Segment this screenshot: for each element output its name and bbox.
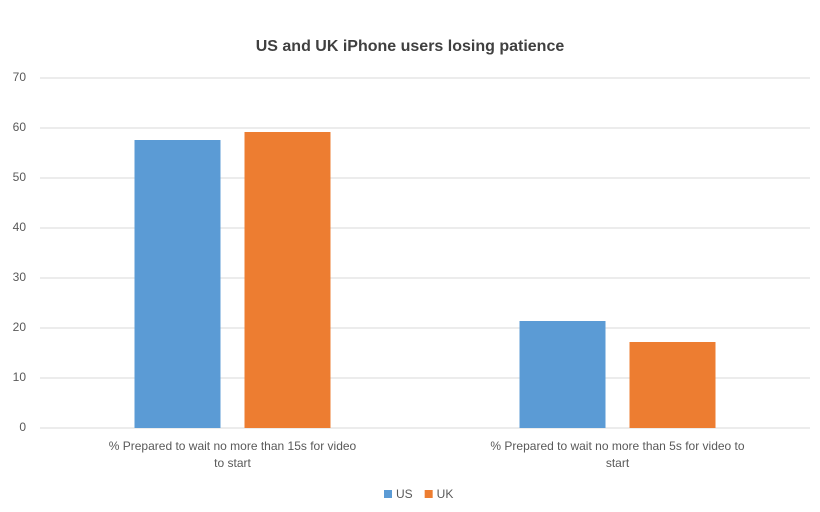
x-tick-label: % Prepared to wait no more than 5s for v… bbox=[490, 439, 745, 470]
x-tick-label: % Prepared to wait no more than 15s for … bbox=[108, 439, 357, 470]
chart-title: US and UK iPhone users losing patience bbox=[256, 38, 565, 55]
bar bbox=[134, 140, 221, 428]
y-tick-label: 60 bbox=[13, 120, 27, 134]
y-tick-label: 30 bbox=[13, 270, 27, 284]
y-tick-label: 50 bbox=[13, 170, 27, 184]
bar bbox=[244, 132, 331, 428]
legend-swatch bbox=[384, 490, 392, 498]
y-tick-label: 20 bbox=[13, 320, 27, 334]
legend-label: UK bbox=[437, 487, 454, 501]
y-tick-label: 10 bbox=[13, 370, 27, 384]
y-tick-label: 70 bbox=[13, 70, 27, 84]
legend-label: US bbox=[396, 487, 413, 501]
bar bbox=[519, 321, 606, 428]
legend-swatch bbox=[424, 490, 433, 498]
bar bbox=[629, 342, 716, 428]
y-tick-label: 0 bbox=[19, 420, 26, 434]
y-tick-label: 40 bbox=[13, 220, 27, 234]
